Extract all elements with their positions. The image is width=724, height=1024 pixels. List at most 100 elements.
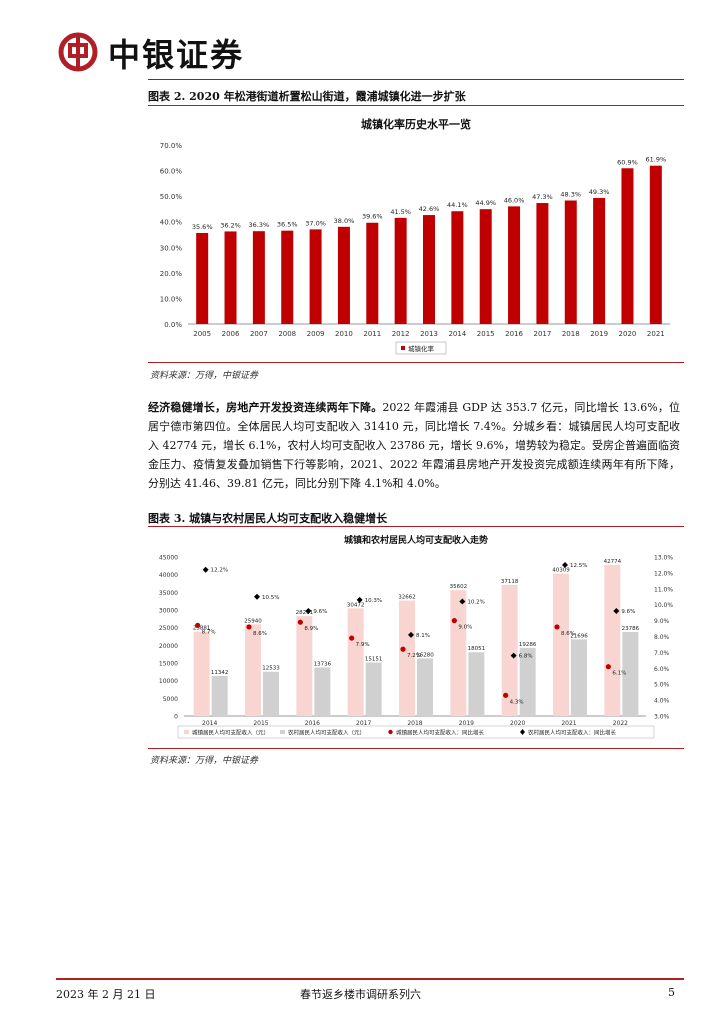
x-tick-label: 2014: [448, 330, 466, 338]
income-chart: 城镇和农村居民人均可支配收入走势 0 5000 10000 15000 20000 2500…: [159, 534, 673, 739]
bar-2017: [536, 203, 549, 324]
rural-income-label: 13736: [314, 661, 332, 667]
urban-income-label: 40309: [552, 568, 570, 574]
x-tick-label: 2014: [202, 720, 217, 727]
legend-label: 城镇居民人均可支配收入（元）: [192, 729, 269, 737]
rural-income-bar-2021: [571, 639, 587, 716]
x-tick-label: 2021: [561, 720, 576, 727]
y2-tick-label: 9.0%: [654, 618, 670, 625]
figure-2-top-rule: [148, 105, 684, 106]
bar-value-label: 61.9%: [645, 156, 666, 164]
urban-growth-point-2021: [554, 624, 560, 630]
figure-3-source: 资料来源：万得，中银证券: [150, 756, 259, 766]
urban-growth-label: 8.9%: [304, 626, 318, 632]
urban-growth-label: 7.9%: [356, 642, 370, 648]
page-number: 5: [668, 986, 675, 999]
urban-growth-point-2016: [297, 619, 303, 625]
urban-income-label: 42774: [604, 559, 622, 565]
y-tick-label: 5000: [163, 696, 178, 703]
rural-growth-label: 8.1%: [416, 633, 430, 639]
figure-3-top-rule: [148, 526, 684, 527]
rural-growth-point-2014: [202, 566, 209, 573]
x-tick-label: 2015: [253, 720, 268, 727]
x-tick-label: 2005: [193, 330, 211, 338]
x-tick-label: 2019: [459, 720, 474, 727]
urban-income-bar-2022: [604, 564, 621, 716]
x-tick-label: 2013: [420, 330, 438, 338]
chart-title: 城镇和农村居民人均可支配收入走势: [344, 534, 488, 546]
paragraph-body: 2022 年霞浦县 GDP 达 353.7 亿元，同比增长 13.6%，位居宁德…: [148, 401, 680, 490]
x-tick-label: 2006: [222, 330, 240, 338]
y2-tick-label: 11.0%: [654, 586, 673, 593]
x-tick-label: 2011: [363, 330, 381, 338]
urban-growth-label: 8.6%: [561, 631, 575, 637]
urban-income-bar-2016: [296, 616, 313, 716]
rural-growth-point-2017: [356, 596, 363, 603]
legend-swatch: [184, 730, 189, 734]
legend-swatch: [401, 346, 405, 350]
bar-value-label: 37.0%: [305, 219, 326, 227]
y-tick-label: 30.0%: [160, 244, 183, 252]
y2-tick-label: 6.0%: [654, 666, 670, 673]
x-tick-label: 2018: [562, 330, 580, 338]
rural-income-bar-2016: [314, 667, 331, 716]
y-tick-label: 70.0%: [160, 142, 183, 150]
header-rule: [148, 79, 684, 80]
legend-swatch: [388, 729, 393, 735]
urban-income-label: 37118: [501, 579, 519, 585]
rural-growth-point-2019: [459, 598, 466, 605]
rural-income-bar-2022: [622, 631, 639, 716]
y2-tick-label: 3.0%: [654, 714, 670, 721]
bar-value-label: 46.0%: [504, 196, 525, 204]
urban-income-bar-2017: [347, 608, 364, 716]
bar-2018: [564, 200, 577, 324]
x-tick-label: 2012: [392, 330, 410, 338]
y2-tick-label: 10.0%: [654, 602, 673, 609]
page-header: 中银证券: [56, 26, 696, 78]
rural-income-label: 11342: [211, 670, 229, 676]
x-tick-label: 2017: [533, 330, 551, 338]
bar-2009: [309, 229, 322, 324]
urban-growth-point-2022: [605, 664, 611, 670]
rural-income-label: 19286: [519, 642, 537, 648]
rural-income-label: 18051: [468, 646, 486, 652]
y-tick-label: 20.0%: [160, 270, 183, 278]
x-tick-label: 2007: [250, 330, 268, 338]
x-tick-label: 2008: [278, 330, 296, 338]
bar-value-label: 35.6%: [192, 223, 213, 231]
x-tick-label: 2015: [477, 330, 495, 338]
bar-value-label: 42.6%: [419, 205, 440, 213]
urbanization-rate-chart: 城镇化率历史水平一览 0.0% 10.0% 20.0% 30.0% 40.0% 50.0% 6…: [160, 117, 670, 355]
figure-3-bottom-rule: [148, 748, 684, 749]
urban-income-label: 28261: [296, 610, 314, 616]
legend-label: 农村居民人均可支配收入：同比增长: [528, 729, 617, 737]
rural-income-bar-2019: [468, 652, 485, 716]
x-tick-label: 2016: [305, 720, 320, 727]
bar-value-label: 41.5%: [390, 208, 411, 216]
y2-tick-label: 5.0%: [654, 682, 670, 689]
urban-growth-point-2015: [246, 624, 252, 630]
bar-2019: [593, 197, 606, 324]
urban-growth-label: 4.3%: [510, 699, 524, 705]
legend-label: 农村居民人均可支配收入（元）: [288, 729, 365, 737]
rural-growth-label: 9.6%: [621, 609, 635, 615]
rural-growth-label: 9.6%: [313, 609, 327, 615]
urban-growth-label: 8.7%: [202, 629, 216, 635]
urban-growth-point-2014: [195, 622, 201, 628]
y-tick-label: 45000: [159, 555, 178, 562]
rural-income-label: 15151: [365, 656, 383, 662]
bank-of-china-logo-icon: [58, 32, 98, 72]
y2-tick-label: 4.0%: [654, 698, 670, 705]
y-tick-label: 10.0%: [160, 295, 183, 303]
rural-income-bar-2018: [417, 658, 433, 716]
urban-income-label: 30472: [347, 602, 365, 608]
urban-income-bar-2014: [193, 631, 210, 716]
urban-growth-point-2018: [400, 646, 406, 652]
rural-growth-point-2022: [613, 608, 620, 615]
y-tick-label: 20000: [159, 643, 178, 650]
legend-swatch: [520, 729, 525, 735]
legend-box: [177, 725, 655, 739]
urban-income-label: 25940: [244, 618, 262, 624]
bar-2010: [337, 226, 350, 324]
figure-2-bottom-rule: [148, 362, 684, 363]
